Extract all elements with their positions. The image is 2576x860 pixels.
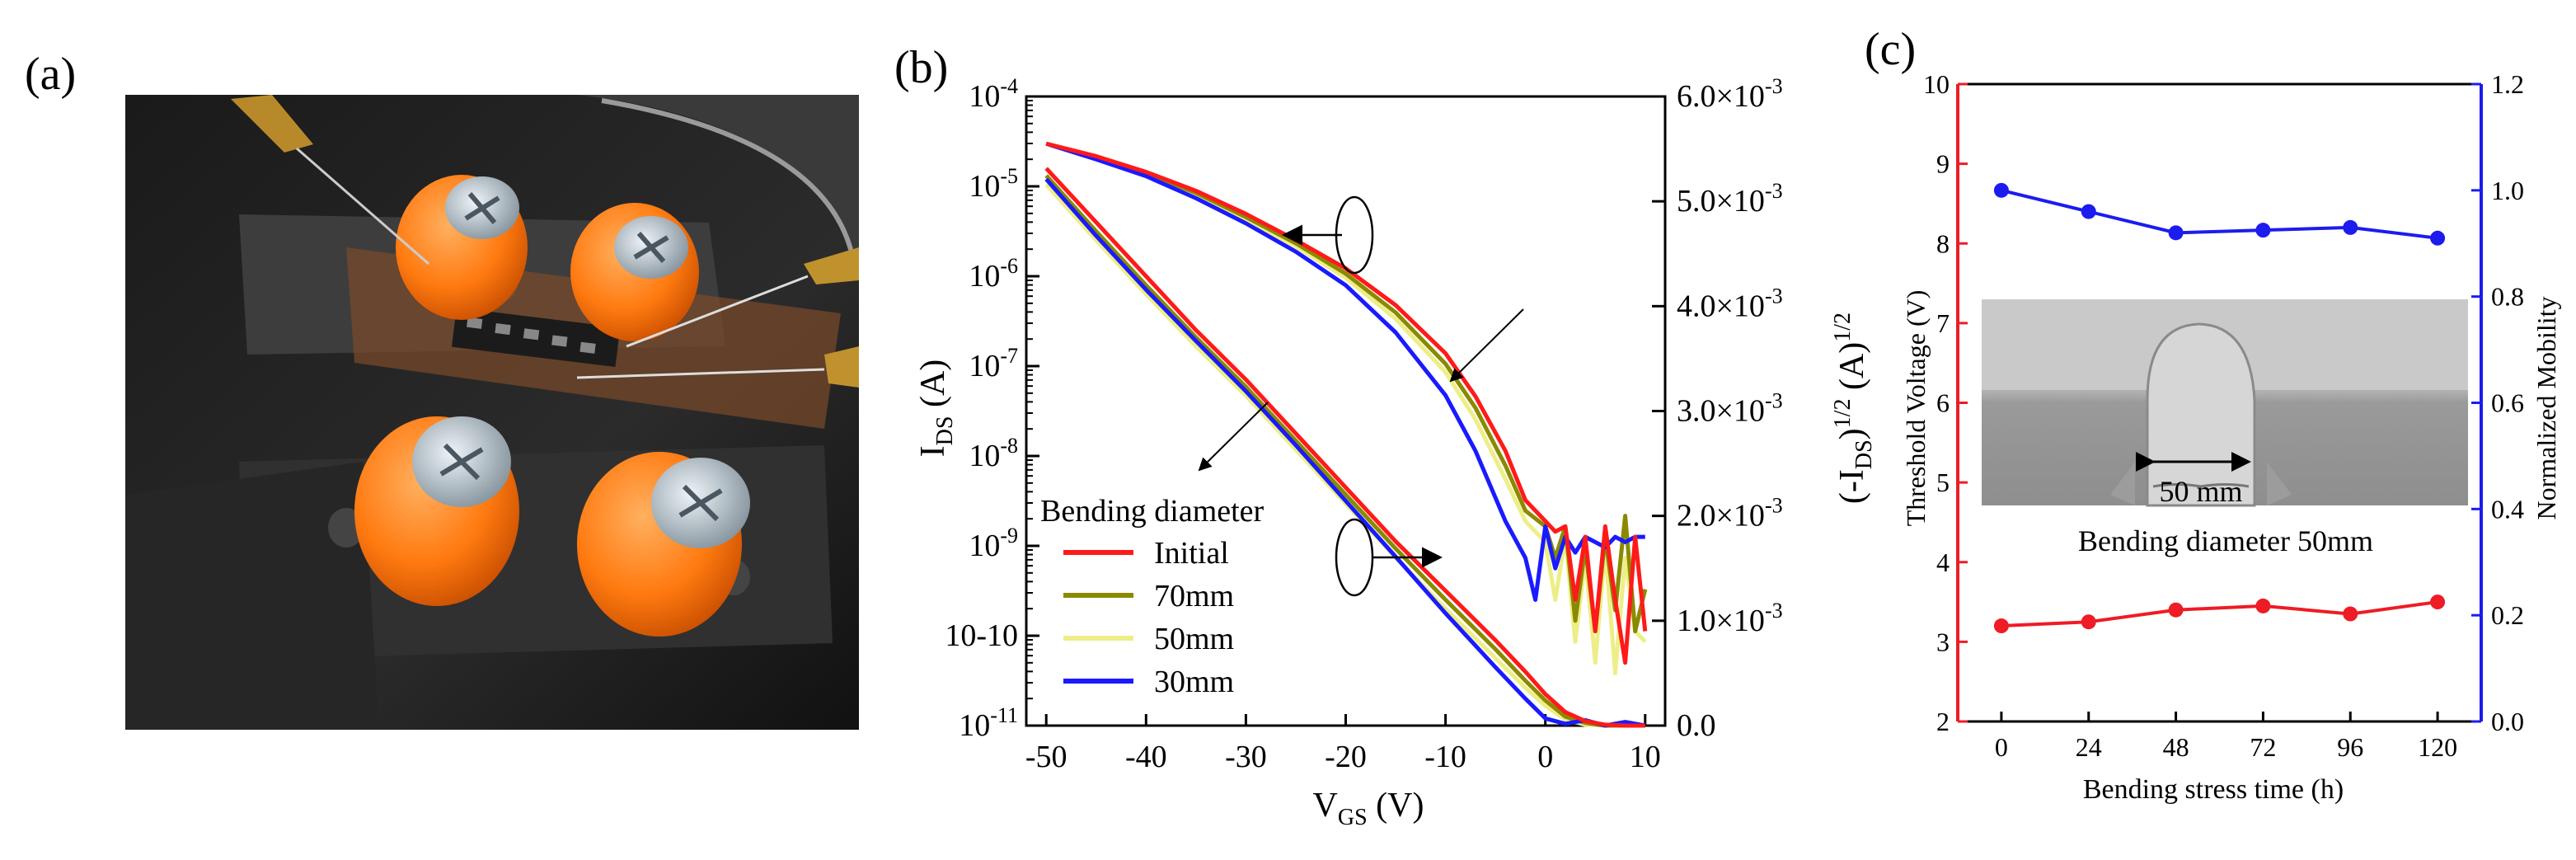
chart-c-left-ylabel: Threshold Voltage (V) <box>1901 290 1931 527</box>
chart-b-right-ylabel: (-IDS)1/2 (A)1/2 <box>1830 313 1877 504</box>
chart-c-right-ylabel: Normalized Mobility <box>2531 296 2561 519</box>
point-threshold-voltage <box>2430 594 2446 610</box>
chart-b-xtick-label: -40 <box>1125 740 1167 774</box>
chart-c-right-tick-label: 0.0 <box>2491 707 2524 736</box>
chart-b-right-tick-label: 4.0×10-3 <box>1677 284 1783 323</box>
point-threshold-voltage <box>2081 614 2096 630</box>
chart-c-left-tick-label: 6 <box>1936 388 1950 418</box>
legend-label-70mm: 70mm <box>1154 579 1234 613</box>
series-line-threshold-voltage <box>2001 600 2438 628</box>
panel-c-label: (c) <box>1865 24 1916 75</box>
chart-b-xtick-label: -20 <box>1325 740 1367 774</box>
chart-c-left-tick-label: 2 <box>1936 707 1950 736</box>
chart-b-xlabel: VGS (V) <box>1313 787 1424 830</box>
chart-c-xtick-label: 96 <box>2337 732 2363 762</box>
series-sqrt-ids-70mm <box>1045 141 1648 634</box>
chart-c-right-tick-label: 1.0 <box>2491 176 2524 205</box>
chart-b-right-tick-label: 3.0×10-3 <box>1677 389 1783 429</box>
inset-caption: Bending diameter 50mm <box>2078 524 2373 557</box>
chart-b-legend: Bending diameter Initial 70mm 50mm 30mm <box>1040 494 1265 699</box>
legend-label-50mm: 50mm <box>1154 622 1234 656</box>
chart-b-left-tick-label: 10-5 <box>969 164 1018 204</box>
chart-b-left-tick-label: 10-10 <box>945 618 1018 653</box>
chart-b-left-ylabel: IDS (A) <box>914 360 958 458</box>
sample-photo <box>125 95 859 730</box>
chart-b-legend-title: Bending diameter <box>1040 494 1265 529</box>
chart-c-xlabel: Bending stress time (h) <box>2083 774 2344 805</box>
chart-c-right-tick-label: 1.2 <box>2491 69 2524 99</box>
chart-b-left-tick-label: 10-6 <box>969 254 1018 294</box>
bending-trend-arrow-lower <box>1198 402 1269 472</box>
series-log-ids-initial <box>1044 167 1645 728</box>
point-normalized-mobility <box>2168 225 2184 241</box>
chart-b-plot-frame <box>1025 95 1667 727</box>
chart-c-left-tick-label: 7 <box>1936 308 1950 338</box>
bending-inset-photo: 50 mm <box>1982 299 2468 508</box>
chart-b-xtick-label: -30 <box>1225 740 1267 774</box>
chart-c-right-tick-label: 0.2 <box>2491 600 2524 630</box>
chart-c-xtick-label: 48 <box>2163 732 2189 762</box>
series-log-ids-70mm <box>1044 174 1645 728</box>
chart-b-xtick-label: 0 <box>1537 740 1553 774</box>
chart-b-right-tick-label: 0.0 <box>1677 708 1716 743</box>
chart-c-xtick-label: 120 <box>2418 732 2457 762</box>
chart-c: 50 mm Bending diameter 50mm 0 24 48 72 96 120… <box>1901 69 2561 805</box>
chart-b-left-tick-label: 10-4 <box>969 74 1018 114</box>
chart-b: -50 -40 -30 -20 -10 0 10 10-4 10-5 10-6 10-7 10-8 10… <box>914 74 1877 830</box>
legend-label-initial: Initial <box>1154 536 1229 571</box>
chart-c-left-tick-label: 3 <box>1936 627 1950 656</box>
point-normalized-mobility <box>1993 182 2009 198</box>
chart-c-xtick-label: 0 <box>1995 732 2008 762</box>
chart-c-xtick-label: 72 <box>2250 732 2276 762</box>
panel-b-label: (b) <box>894 42 948 93</box>
point-threshold-voltage <box>1993 618 2009 634</box>
chart-b-xtick-label: -50 <box>1025 740 1067 774</box>
series-line-normalized-mobility <box>2001 188 2438 240</box>
point-normalized-mobility <box>2081 204 2096 219</box>
chart-c-left-tick-label: 5 <box>1936 468 1950 497</box>
point-threshold-voltage <box>2343 606 2358 622</box>
chart-c-right-tick-label: 0.6 <box>2491 388 2524 418</box>
chart-c-left-tick-label: 10 <box>1923 69 1950 99</box>
legend-label-30mm: 30mm <box>1154 665 1234 699</box>
lower-curve-group-ellipse <box>1335 518 1374 597</box>
series-log-ids-30mm <box>1044 177 1646 728</box>
chart-b-annotations <box>1198 195 1524 597</box>
chart-c-left-tick-label: 8 <box>1936 228 1950 258</box>
chart-b-xtick-label: -10 <box>1424 740 1466 774</box>
inset-dimension-label: 50 mm <box>2159 475 2242 508</box>
chart-b-left-tick-label: 10-8 <box>969 434 1018 473</box>
chart-c-xtick-label: 24 <box>2076 732 2102 762</box>
point-normalized-mobility <box>2255 223 2271 238</box>
panel-a-label: (a) <box>25 49 76 100</box>
chart-b-left-tick-label: 10-11 <box>959 703 1018 743</box>
point-threshold-voltage <box>2168 602 2184 618</box>
chart-b-left-tick-label: 10-9 <box>969 524 1018 563</box>
point-normalized-mobility <box>2343 219 2358 235</box>
chart-c-right-tick-label: 0.4 <box>2491 494 2524 524</box>
bending-trend-arrow-upper <box>1449 308 1524 383</box>
chart-b-right-tick-label: 5.0×10-3 <box>1677 179 1783 219</box>
chart-b-right-tick-label: 2.0×10-3 <box>1677 494 1783 533</box>
point-threshold-voltage <box>2255 598 2271 613</box>
chart-c-left-tick-label: 4 <box>1936 547 1950 577</box>
series-sqrt-ids-initial <box>1045 141 1648 665</box>
chart-b-right-tick-label: 1.0×10-3 <box>1677 599 1783 638</box>
chart-b-right-tick-label: 6.0×10-3 <box>1677 74 1783 114</box>
point-normalized-mobility <box>2430 230 2446 246</box>
chart-b-xtick-label: 10 <box>1630 740 1661 774</box>
chart-b-left-tick-label: 10-7 <box>969 344 1018 383</box>
series-sqrt-ids-50mm <box>1045 141 1647 675</box>
chart-c-right-tick-label: 0.8 <box>2491 282 2524 312</box>
chart-c-left-tick-label: 9 <box>1936 149 1950 179</box>
